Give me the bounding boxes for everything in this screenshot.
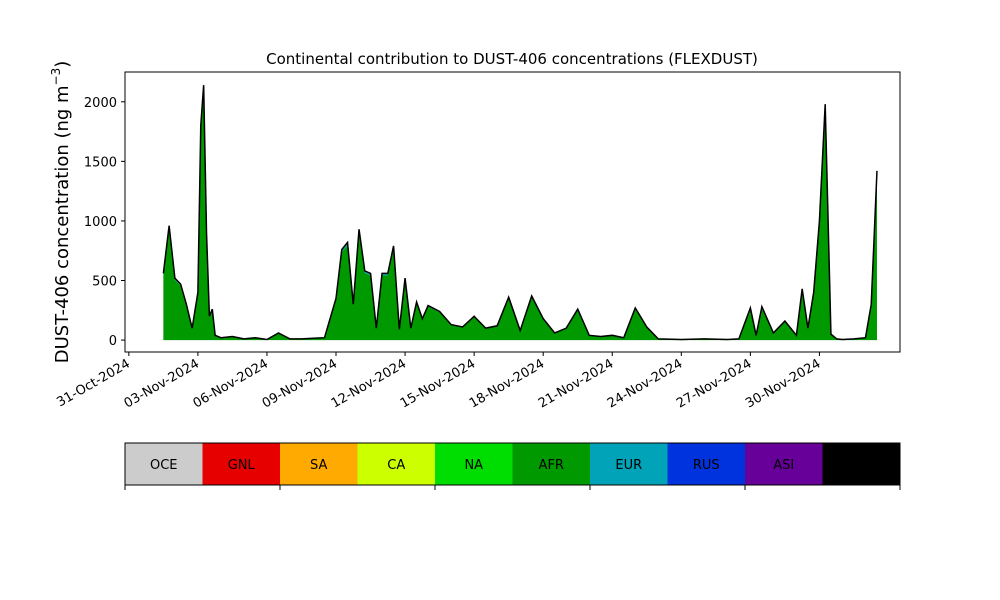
x-tick-label: 15-Nov-2024 [398,356,478,411]
legend-label-aus: AUS [848,458,875,473]
area-others [163,85,877,340]
x-tick-label: 31-Oct-2024 [54,356,132,410]
legend-label-na: NA [464,458,483,473]
y-tick-label: 1000 [84,215,117,230]
y-axis-label: DUST-406 concentration (ng m−3) [49,61,73,364]
y-tick-label: 2000 [84,96,117,111]
legend-swatch-afr [512,443,590,485]
x-tick-label: 30-Nov-2024 [743,356,823,411]
x-tick-label: 18-Nov-2024 [467,356,547,411]
legend-swatch-ca [357,443,435,485]
y-axis-label-close: ) [52,61,73,68]
y-tick-label: 1500 [84,155,117,170]
legend-swatch-sa [280,443,358,485]
legend-label-gnl: GNL [228,458,256,473]
x-tick-label: 06-Nov-2024 [191,356,271,411]
legend-label-afr: AFR [539,458,564,473]
legend-label-sa: SA [310,458,327,473]
plot-area: 0 500 1000 1500 2000 31-Oct-202403-Nov-202406… [54,71,901,411]
legend-swatch-aus [822,443,900,485]
area-afr [163,92,877,341]
legend-swatch-oce [125,443,203,485]
x-tick-label: 12-Nov-2024 [329,356,409,411]
legend-swatch-asi [745,443,823,485]
legend-label-oce: OCE [150,458,178,473]
legend-swatch-eur [590,443,668,485]
chart-title: Continental contribution to DUST-406 con… [266,50,758,68]
y-tick-label: 0 [109,334,117,349]
legend-label-eur: EUR [615,458,642,473]
legend-frame [124,442,901,486]
legend-label-ca: CA [387,458,405,473]
legend-colorbar: OCE GNL SA CA NA AFR EUR RUS ASI AUS [124,442,901,490]
y-axis-label-unit: −3 [49,68,63,86]
x-tick-label: 03-Nov-2024 [122,356,202,411]
x-tick-label: 27-Nov-2024 [674,356,754,411]
y-tick-label: 500 [92,275,117,290]
legend-swatch-gnl [202,443,280,485]
plot-frame [124,71,901,353]
x-tick-label: 21-Nov-2024 [536,356,616,411]
legend-swatch-rus [667,443,745,485]
y-axis-label-text: DUST-406 concentration (ng m [52,85,73,363]
x-tick-label: 09-Nov-2024 [260,356,340,411]
legend-swatch-na [435,443,513,485]
total-line [162,85,878,341]
legend-label-rus: RUS [693,458,720,473]
x-tick-label: 24-Nov-2024 [605,356,685,411]
legend-label-asi: ASI [773,458,794,473]
